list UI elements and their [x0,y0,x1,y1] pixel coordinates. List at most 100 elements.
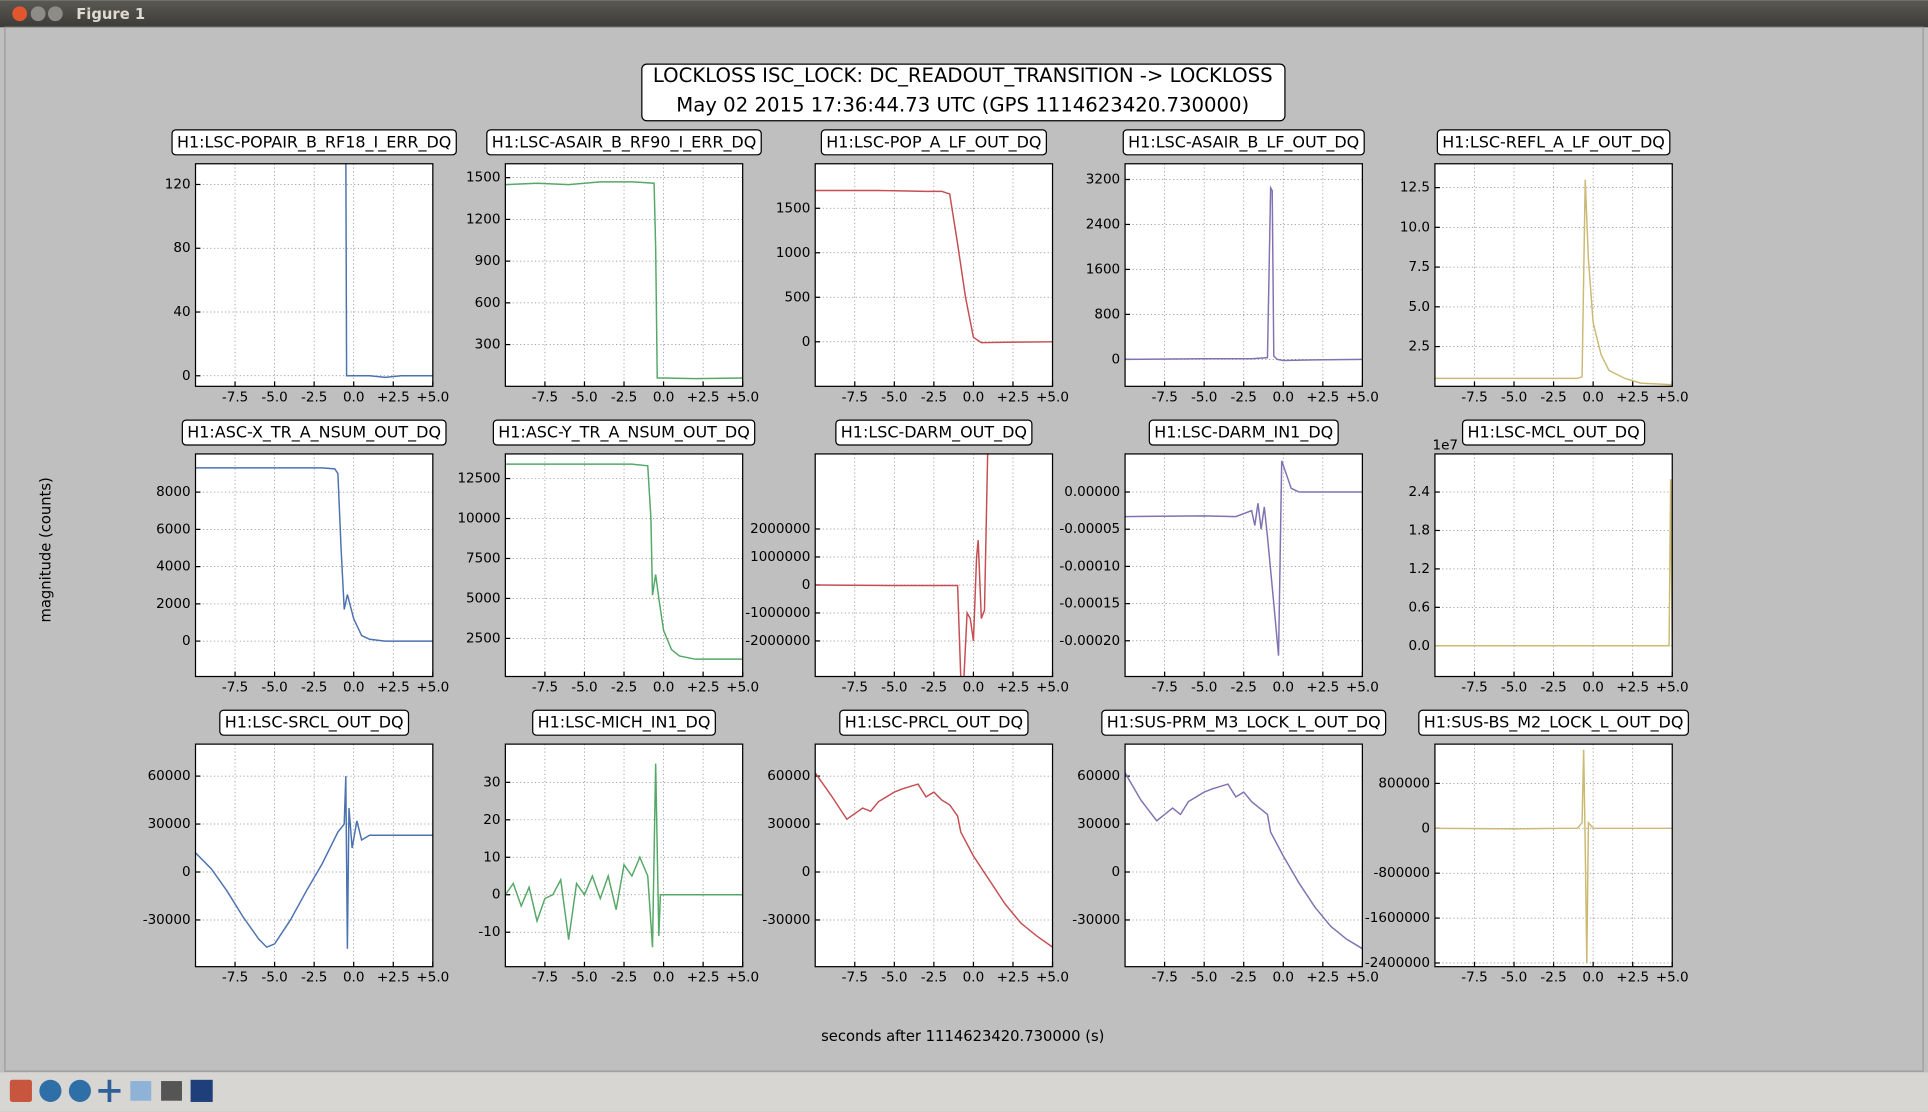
axes-frame [194,453,434,678]
save-button[interactable] [190,1079,213,1102]
x-tick-label: +5.0 [1036,680,1069,696]
data-line [1434,179,1673,386]
x-tick-label: +5.0 [726,389,759,405]
x-tick-label: +2.5 [687,389,720,405]
data-line [815,453,1053,677]
x-tick-label: +2.5 [997,389,1030,405]
x-tick-label: -5.0 [1501,970,1527,986]
x-tick-label: +5.0 [416,680,449,696]
y-tick-label: 80 [173,240,190,256]
y-tick-label: 1000000 [750,549,810,565]
y-tick-label: 6000 [156,521,190,537]
data-line [195,467,433,642]
x-tick-label: -2.5 [301,389,327,405]
y-tick-label: 1600 [1086,261,1120,277]
axes-frame [1434,163,1673,387]
x-tick-label: +2.5 [997,680,1030,696]
y-tick-label: -0.00010 [1059,558,1120,574]
axes-frame [1124,163,1364,387]
subplot: -7.5 -5.0 -2.5 0.0 +2.5 +5.0 -2400000 -1600000 -… [1365,709,1689,986]
back-button[interactable] [39,1079,62,1102]
subplot-title: H1:LSC-MCL_OUT_DQ [1468,423,1640,443]
data-line [195,776,433,949]
x-tick-label: +2.5 [1616,389,1649,405]
y-tick-label: 8000 [156,484,190,500]
y-tick-label: 2000000 [750,521,810,537]
y-tick-label: 0.00000 [1064,484,1120,500]
y-tick-label: -0.00020 [1059,633,1120,649]
title-bar [0,0,1928,28]
y-tick-label: 0.0 [1409,638,1431,654]
x-tick-label: -2.5 [1231,970,1257,986]
y-tick-label: 3200 [1086,171,1120,187]
configure-button[interactable] [161,1081,182,1101]
data-line [815,772,1053,948]
subplot: -7.5 -5.0 -2.5 0.0 +2.5 +5.0 -2000000 -1000000 0… [745,419,1069,696]
x-tick-label: -7.5 [532,970,558,986]
x-tick-label: +5.0 [1346,680,1379,696]
subplot-title-box [181,419,447,446]
maximize-button[interactable] [47,6,63,22]
x-tick-label: +2.5 [997,970,1030,986]
y-tick-label: -0.00005 [1059,521,1120,537]
x-tick-label: -7.5 [1151,970,1177,986]
y-tick-label: 800000 [1378,775,1430,791]
y-tick-label: 60000 [767,768,810,784]
subplot-title: H1:SUS-PRM_M3_LOCK_L_OUT_DQ [1107,713,1381,733]
y-tick-label: 30000 [1077,816,1120,832]
subplot: -7.5 -5.0 -2.5 0.0 +2.5 +5.0 -30000 0 30000 60000… [143,709,449,986]
x-tick-label: -2.5 [921,680,947,696]
home-button[interactable] [9,1079,32,1102]
x-tick-label: -5.0 [571,389,597,405]
subplot-title: H1:LSC-REFL_A_LF_OUT_DQ [1442,132,1665,152]
x-tick-label: -5.0 [881,970,907,986]
x-tick-label: -7.5 [222,389,248,405]
subplot-title-box [492,419,756,446]
y-tick-label: 7.5 [1409,259,1431,275]
y-tick-label: 1200 [466,211,500,227]
x-tick-label: +2.5 [377,389,410,405]
axes-frame [504,743,744,968]
axes-frame [1124,743,1364,968]
close-button[interactable] [12,6,28,22]
subplot-title: H1:LSC-PRCL_OUT_DQ [845,713,1023,733]
subplot: -7.5 -5.0 -2.5 0.0 +2.5 +5.0 0 500 1000 1500 H1:LS… [776,129,1069,405]
forward-button[interactable] [68,1079,91,1102]
y-tick-label: 0.6 [1409,599,1431,615]
subplot-title-box [1461,419,1646,446]
subplot-title-box [1148,419,1339,446]
subplot: -7.5 -5.0 -2.5 0.0 +2.5 +5.0 0 2000 4000 6000 8000… [156,419,449,696]
y-tick-label: 2400 [1086,216,1120,232]
minimize-button[interactable] [30,6,46,22]
x-tick-label: +2.5 [1306,389,1339,405]
x-tick-label: 0.0 [1582,389,1604,405]
x-tick-label: -5.0 [261,970,287,986]
data-line [815,189,1053,344]
y-tick-label: 1000 [776,245,810,261]
subplot-title: H1:LSC-MICH_IN1_DQ [538,713,711,733]
y-tick-label: -2400000 [1365,955,1430,971]
x-tick-label: 0.0 [1582,680,1604,696]
x-tick-label: 0.0 [963,389,985,405]
y-tick-label: 2.5 [1409,339,1431,355]
y-tick-label: 60000 [148,768,191,784]
y-tick-label: 0 [802,334,811,350]
zoom-button[interactable] [130,1081,152,1101]
y-tick-label: 1.2 [1409,561,1431,577]
subplot-title-box [1436,129,1671,156]
subplot-title-box [1418,709,1689,736]
subplot: -7.5 -5.0 -2.5 0.0 +2.5 +5.0 0 800 1600 2400 3200 H… [1086,129,1379,405]
y-tick-label: 800 [1094,306,1120,322]
axes-frame [1434,743,1673,968]
y-tick-label: 12500 [457,471,500,487]
x-tick-label: -2.5 [921,970,947,986]
x-tick-label: 0.0 [1273,389,1295,405]
pan-button[interactable] [98,1079,121,1102]
subplot: -7.5 -5.0 -2.5 0.0 +2.5 +5.0 300 600 900 1200 1500… [466,129,762,405]
subplot: -7.5 -5.0 -2.5 0.0 +2.5 +5.0 2500 5000 7500 10000… [457,419,759,696]
y-tick-label: 30 [483,774,500,790]
x-tick-label: -7.5 [1461,970,1487,986]
axes-frame [504,163,744,387]
x-axis-label: seconds after 1114623420.730000 (s) [821,1028,1104,1045]
